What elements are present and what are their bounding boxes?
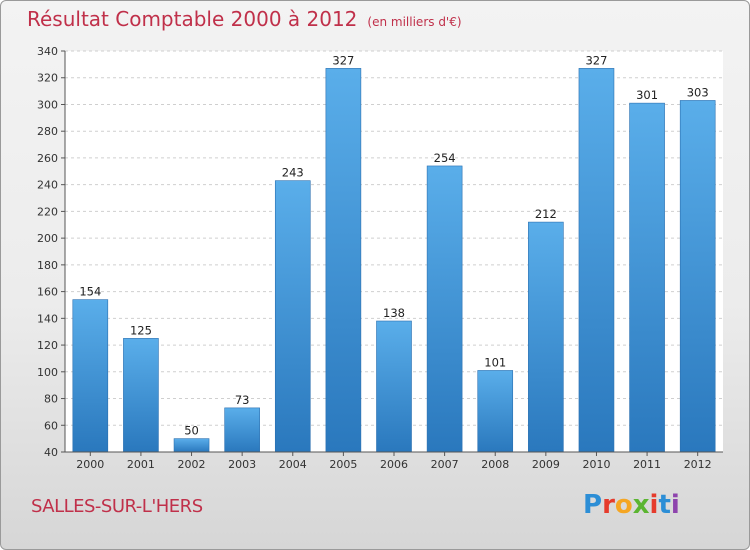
x-tick-label: 2007	[431, 458, 459, 471]
bar	[173, 438, 210, 453]
bar	[426, 165, 463, 453]
bar	[274, 180, 311, 453]
y-tick-label: 60	[44, 419, 58, 432]
bar	[629, 102, 665, 453]
bar-value-label: 73	[235, 393, 250, 407]
logo-letter: i	[670, 490, 680, 520]
x-tick-label: 2002	[178, 458, 206, 471]
x-tick-label: 2012	[684, 458, 712, 471]
x-tick-label: 2011	[633, 458, 661, 471]
y-tick-label: 180	[37, 259, 58, 272]
y-tick-label: 100	[37, 366, 58, 379]
x-tick-label: 2005	[329, 458, 357, 471]
bar	[477, 370, 514, 453]
y-tick-label: 300	[37, 98, 58, 111]
y-tick-label: 340	[37, 45, 58, 58]
bar-value-label: 254	[434, 151, 456, 165]
y-tick-label: 240	[37, 179, 58, 192]
logo-letter: t	[658, 490, 671, 520]
bar	[325, 68, 362, 453]
chart-title: Résultat Comptable 2000 à 2012 (en millie…	[27, 7, 462, 31]
x-tick-label: 2004	[279, 458, 307, 471]
y-tick-label: 220	[37, 205, 58, 218]
x-tick-label: 2009	[532, 458, 560, 471]
bar-value-label: 243	[282, 166, 304, 180]
x-tick-label: 2003	[228, 458, 256, 471]
y-tick-label: 320	[37, 72, 58, 85]
bar	[123, 338, 159, 453]
bar-value-label: 101	[484, 355, 506, 369]
y-tick-label: 120	[37, 339, 58, 352]
bar	[578, 68, 615, 453]
x-tick-label: 2006	[380, 458, 408, 471]
x-tick-label: 2010	[582, 458, 610, 471]
logo-letter: o	[614, 490, 633, 520]
bar-value-label: 301	[636, 88, 658, 102]
y-tick-label: 140	[37, 312, 58, 325]
chart-title-text: Résultat Comptable 2000 à 2012	[27, 7, 358, 31]
x-tick-label: 2001	[127, 458, 155, 471]
bar	[224, 407, 260, 453]
y-tick-label: 160	[37, 286, 58, 299]
y-tick-label: 40	[44, 446, 58, 459]
logo-letter: x	[632, 490, 650, 520]
x-tick-label: 2008	[481, 458, 509, 471]
y-tick-label: 80	[44, 393, 58, 406]
bar-value-label: 154	[79, 285, 101, 299]
bar-value-label: 327	[332, 53, 354, 67]
y-tick-label: 260	[37, 152, 58, 165]
bar-value-label: 50	[184, 424, 199, 438]
bar	[679, 100, 716, 453]
chart-unit: (en milliers d'€)	[367, 15, 462, 29]
proxiti-logo: Proxiti	[583, 490, 680, 520]
bar-value-label: 125	[130, 323, 152, 337]
logo-letter: r	[602, 490, 615, 520]
bar	[376, 320, 412, 453]
bar	[528, 221, 564, 453]
x-tick-label: 2000	[76, 458, 104, 471]
y-tick-label: 280	[37, 125, 58, 138]
bar-value-label: 138	[383, 306, 405, 320]
logo-letter: P	[583, 490, 603, 520]
logo-letter: i	[649, 490, 659, 520]
bar	[72, 299, 109, 453]
place-name: SALLES-SUR-L'HERS	[31, 496, 203, 517]
bar-value-label: 303	[687, 85, 709, 99]
y-tick-label: 200	[37, 232, 58, 245]
bar-value-label: 327	[585, 53, 607, 67]
bar-value-label: 212	[535, 207, 557, 221]
